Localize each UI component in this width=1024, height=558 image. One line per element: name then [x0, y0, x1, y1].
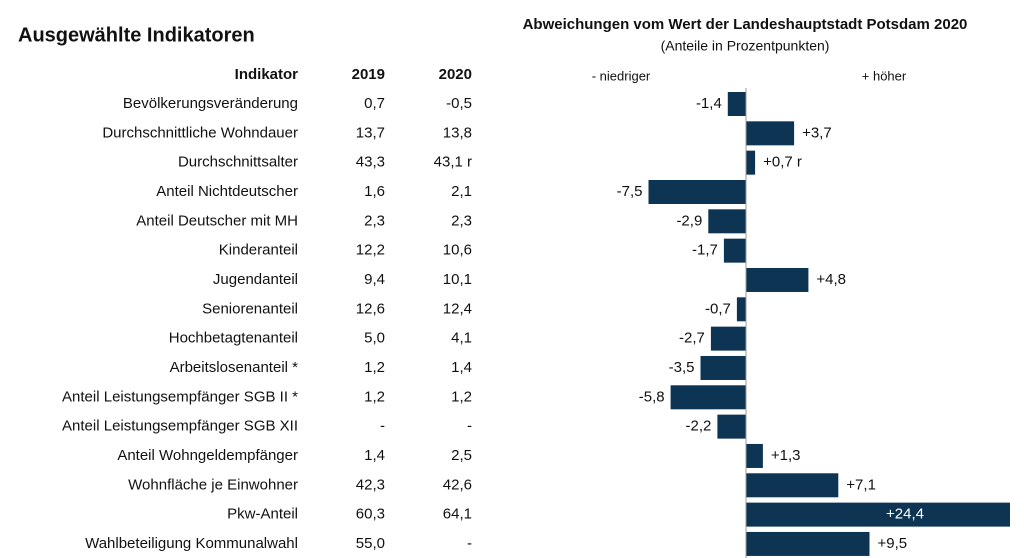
- table-cell: 60,3: [356, 506, 385, 523]
- table-cell: 2,1: [451, 183, 472, 200]
- table-cell: 64,1: [443, 506, 472, 523]
- bar: [717, 414, 746, 439]
- table-cell: Pkw-Anteil: [227, 506, 298, 523]
- table-cell: 1,6: [364, 183, 385, 200]
- page-title: Ausgewählte Indikatoren: [18, 24, 255, 46]
- table-cell: 1,2: [364, 359, 385, 376]
- bar: [746, 443, 763, 468]
- table-cell: Wohnfläche je Einwohner: [128, 476, 298, 493]
- table-cell: Anteil Leistungsempfänger SGB XII: [62, 418, 298, 435]
- value-label: +4,8: [816, 271, 846, 288]
- table-cell: 10,6: [443, 242, 472, 259]
- bar: [746, 473, 839, 498]
- bar: [736, 297, 746, 322]
- table-cell: 5,0: [364, 330, 385, 347]
- table-cell: Durchschnittsalter: [178, 154, 298, 171]
- left-label: - niedriger: [592, 68, 651, 83]
- bars: [648, 92, 1010, 556]
- table-cell: 1,4: [451, 359, 472, 376]
- table-cell: 4,1: [451, 330, 472, 347]
- table-cell: 13,8: [443, 124, 472, 141]
- value-label: +1,3: [771, 447, 801, 464]
- chart-subtitle: (Anteile in Prozentpunkten): [661, 38, 830, 54]
- table-cell: Seniorenanteil: [202, 300, 298, 317]
- table-cell: Jugendanteil: [213, 271, 298, 288]
- table-cell: Anteil Wohngeldempfänger: [117, 447, 298, 464]
- table-cell: Arbeitslosenanteil *: [170, 359, 299, 376]
- table-cell: -: [467, 418, 472, 435]
- bar: [746, 502, 1010, 527]
- table-cell: Bevölkerungsveränderung: [123, 95, 298, 112]
- bar: [727, 92, 746, 116]
- bar: [746, 150, 756, 175]
- value-label: -0,7: [705, 300, 731, 317]
- table-cell: Anteil Nichtdeutscher: [156, 183, 298, 200]
- table-cell: 43,1 r: [434, 154, 472, 171]
- value-label: +7,1: [846, 476, 876, 493]
- value-label: -7,5: [617, 183, 643, 200]
- table-cell: 2,3: [364, 212, 385, 229]
- value-label: +0,7 r: [763, 154, 802, 171]
- table-cell: Kinderanteil: [219, 242, 298, 259]
- value-label: -1,4: [696, 95, 722, 112]
- table-cell: Hochbetagtenanteil: [169, 330, 298, 347]
- table-cell: 42,3: [356, 476, 385, 493]
- table-cell: 12,6: [356, 300, 385, 317]
- table-cell: 2,3: [451, 212, 472, 229]
- table-cell: 1,2: [451, 388, 472, 405]
- table-cell: 42,6: [443, 476, 472, 493]
- table-cell: 2,5: [451, 447, 472, 464]
- table-cell: Anteil Leistungsempfänger SGB II *: [62, 388, 298, 405]
- bar: [670, 385, 746, 410]
- table-cell: 1,4: [364, 447, 385, 464]
- table-cell: 43,3: [356, 154, 385, 171]
- chart-title: Abweichungen vom Wert der Landeshauptsta…: [523, 16, 968, 33]
- header-cell: 2019: [352, 66, 385, 83]
- value-label: -2,9: [676, 212, 702, 229]
- value-label: -2,2: [686, 418, 712, 435]
- value-label: -5,8: [639, 388, 665, 405]
- bar: [723, 238, 746, 263]
- table-cell: -: [380, 418, 385, 435]
- table-cell: 9,4: [364, 271, 385, 288]
- table-cell: 55,0: [356, 535, 385, 552]
- bar: [648, 179, 746, 204]
- bar: [710, 326, 746, 351]
- value-label: +3,7: [802, 124, 832, 141]
- table-cell: 12,4: [443, 300, 472, 317]
- bar: [746, 121, 795, 146]
- table-cell: Wahlbeteiligung Kommunalwahl: [85, 535, 298, 552]
- table-cell: -0,5: [446, 95, 472, 112]
- bar: [700, 355, 746, 380]
- table-cell: 10,1: [443, 271, 472, 288]
- value-label: -2,7: [679, 330, 705, 347]
- table-cell: Anteil Deutscher mit MH: [136, 212, 298, 229]
- table-cell: -: [467, 535, 472, 552]
- header-cell: 2020: [439, 66, 472, 83]
- bar: [708, 209, 746, 234]
- value-label: +24,4: [886, 506, 924, 523]
- value-label: -3,5: [669, 359, 695, 376]
- table-cell: 12,2: [356, 242, 385, 259]
- bar: [746, 531, 870, 556]
- value-label: +9,5: [878, 535, 908, 552]
- header-cell: Indikator: [235, 66, 299, 83]
- value-label: -1,7: [692, 242, 718, 259]
- bar: [746, 267, 809, 292]
- table-cell: 0,7: [364, 95, 385, 112]
- right-label: + höher: [862, 68, 907, 83]
- table-cell: 1,2: [364, 388, 385, 405]
- table-cell: Durchschnittliche Wohndauer: [102, 124, 298, 141]
- table-cell: 13,7: [356, 124, 385, 141]
